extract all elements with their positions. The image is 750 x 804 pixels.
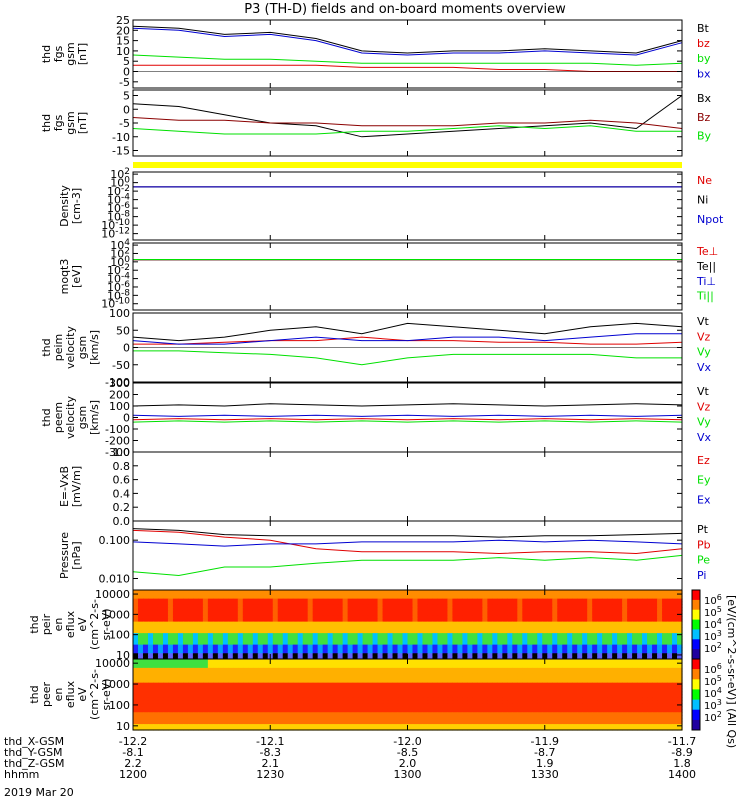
panel-frame bbox=[133, 20, 682, 88]
legend-Ey: Ey bbox=[697, 474, 711, 487]
tick-label: 0.100 bbox=[99, 534, 131, 547]
legend-Vy: Vy bbox=[697, 416, 711, 429]
tick-label: 0 bbox=[123, 342, 130, 355]
legend-Bz: Bz bbox=[697, 111, 711, 124]
tick-label: 0.4 bbox=[113, 487, 131, 500]
y-axis-label: [mV/m] bbox=[70, 466, 83, 507]
tick-label: 0 bbox=[123, 103, 130, 116]
series-line-by bbox=[133, 55, 682, 65]
series-line-Vy bbox=[133, 351, 682, 365]
legend-Vx: Vx bbox=[697, 361, 712, 374]
y-axis-label: [cm-3] bbox=[70, 188, 83, 224]
panel-frame bbox=[133, 90, 682, 156]
legend-Ne: Ne bbox=[697, 174, 712, 187]
y-axis-label: [nPa] bbox=[70, 541, 83, 569]
legend-Npot: Npot bbox=[697, 213, 724, 226]
y-axis-label: [km/s] bbox=[88, 400, 101, 435]
panel-3: 10210010-210-410-610-810-1010-12Density[… bbox=[58, 167, 724, 241]
series-line-Bt bbox=[133, 26, 682, 53]
legend-By: By bbox=[697, 130, 712, 143]
y-axis-label: [km/s] bbox=[88, 330, 101, 365]
tick-label: 50 bbox=[116, 324, 130, 337]
legend-Vx: Vx bbox=[697, 431, 712, 444]
tick-label: -10 bbox=[112, 131, 130, 144]
panel-frame bbox=[133, 452, 682, 521]
legend-Vt: Vt bbox=[697, 385, 710, 398]
legend-by: by bbox=[697, 52, 711, 65]
legend-Vt: Vt bbox=[697, 315, 710, 328]
legend-Pe: Pe bbox=[697, 554, 710, 567]
y-axis-label: [nT] bbox=[76, 112, 89, 134]
legend-Ti||: Ti|| bbox=[696, 290, 714, 303]
legend-Pt: Pt bbox=[697, 523, 709, 536]
y-axis-label: [nT] bbox=[76, 43, 89, 65]
panel-frame bbox=[133, 243, 682, 310]
series-line-Pi bbox=[133, 540, 682, 546]
tick-label: 0.2 bbox=[113, 501, 131, 514]
y-axis-label: sr-eV) bbox=[100, 608, 113, 640]
tick-label: 0.0 bbox=[113, 515, 131, 528]
series-line-Vy bbox=[133, 421, 682, 422]
y-axis-label: [eV] bbox=[70, 265, 83, 288]
panel-frame bbox=[133, 172, 682, 240]
panel-4: 10410210010-210-410-610-810-10moqt3[eV]T… bbox=[58, 238, 718, 311]
figure-title: P3 (TH-D) fields and on-board moments ov… bbox=[244, 2, 566, 17]
tick-label: -5 bbox=[119, 76, 130, 89]
legend-Bx: Bx bbox=[697, 92, 712, 105]
legend-Te⊥: Te⊥ bbox=[696, 245, 718, 258]
legend-Ez: Ez bbox=[697, 454, 710, 467]
series-line-Vz bbox=[133, 419, 682, 420]
tick-label: 5 bbox=[123, 90, 130, 103]
tick-label: 0.8 bbox=[113, 460, 131, 473]
legend-Ti⊥: Ti⊥ bbox=[696, 275, 716, 288]
legend-Pb: Pb bbox=[697, 538, 711, 551]
legend-Vz: Vz bbox=[697, 400, 711, 413]
panel-frame bbox=[133, 383, 682, 452]
series-line-Vt bbox=[133, 323, 682, 340]
series-line-bz bbox=[133, 65, 682, 71]
tick-label: 100 bbox=[109, 307, 130, 320]
series-line-Bx bbox=[133, 96, 682, 137]
legend-Ex: Ex bbox=[697, 493, 711, 506]
series-line-Vx bbox=[133, 415, 682, 416]
legend-Vz: Vz bbox=[697, 330, 711, 343]
legend-Pi: Pi bbox=[697, 569, 706, 582]
series-line-Vt bbox=[133, 404, 682, 406]
tick-label: -5 bbox=[119, 117, 130, 130]
legend-bx: bx bbox=[697, 67, 711, 80]
series-line-By bbox=[133, 126, 682, 134]
legend-Te||: Te|| bbox=[696, 260, 716, 273]
tick-label: 0.010 bbox=[99, 573, 131, 586]
tick-label: -15 bbox=[112, 145, 130, 158]
tick-label: -50 bbox=[112, 359, 130, 372]
tick-label: 0.6 bbox=[113, 474, 131, 487]
series-line-Pe bbox=[133, 555, 682, 575]
legend-bz: bz bbox=[697, 37, 710, 50]
tick-label: 1.0 bbox=[113, 446, 131, 459]
legend-Vy: Vy bbox=[697, 346, 711, 359]
legend-Ni: Ni bbox=[697, 193, 708, 206]
panel-frame bbox=[133, 521, 682, 590]
legend-Bt: Bt bbox=[697, 22, 710, 35]
